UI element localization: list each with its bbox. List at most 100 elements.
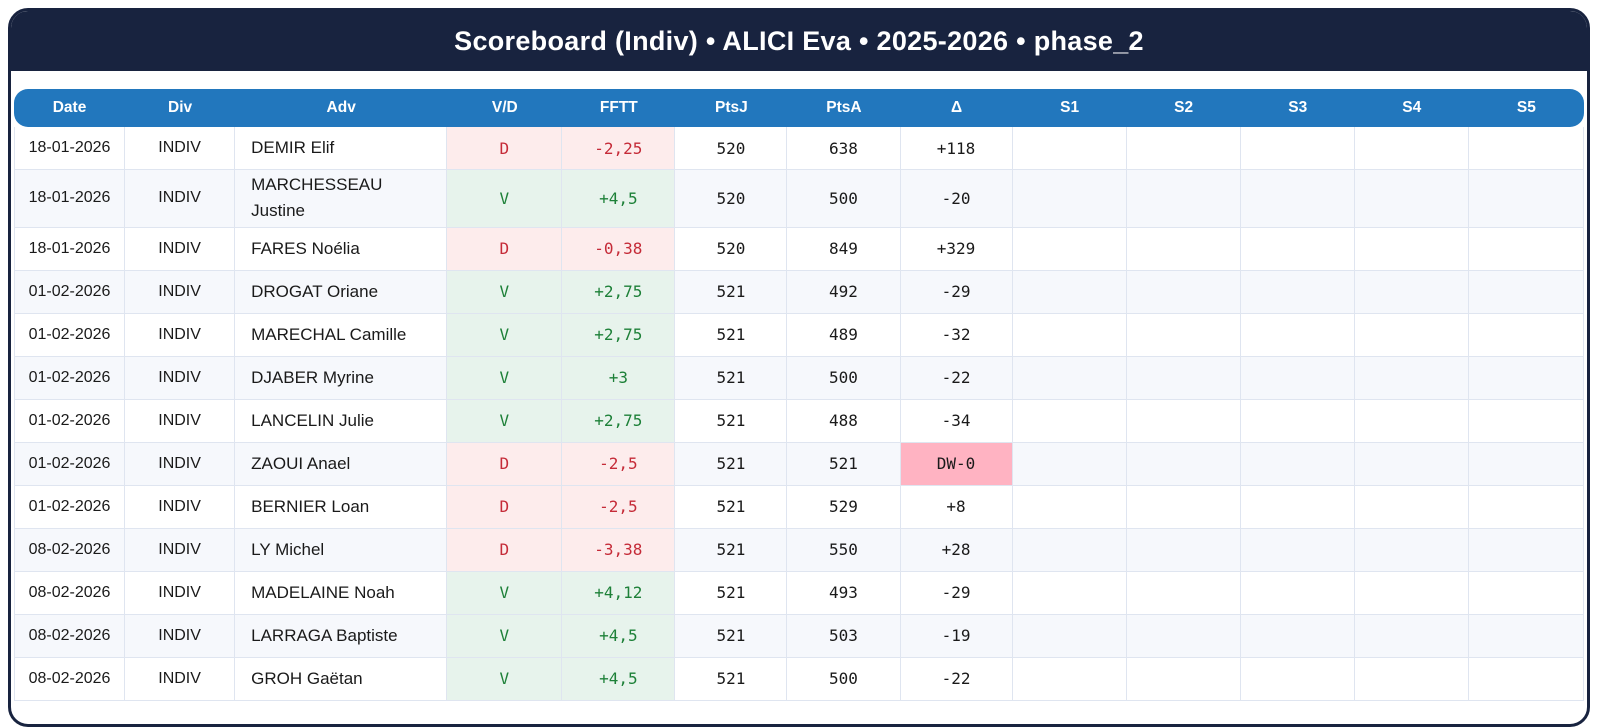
set-2-cell [1126, 399, 1241, 443]
delta-cell: DW-0 [900, 442, 1013, 486]
opponent-points-cell: 638 [787, 127, 901, 170]
player-points-cell: 521 [675, 270, 788, 314]
division-cell: INDIV [125, 485, 236, 529]
fftt-points-cell: +4,5 [562, 614, 676, 658]
division-cell: INDIV [125, 313, 236, 357]
opponent-cell: MADELAINE Noah [235, 571, 448, 615]
date-cell: 08-02-2026 [14, 614, 126, 658]
table-row: 08-02-2026 INDIV LY Michel D -3,38 521 550 +28 [14, 528, 1584, 572]
set-1-cell [1012, 313, 1127, 357]
set-4-cell [1354, 170, 1469, 228]
date-cell: 01-02-2026 [14, 485, 126, 529]
set-1-cell [1012, 170, 1127, 228]
opponent-cell: BERNIER Loan [235, 485, 448, 529]
scoreboard-card: Scoreboard (Indiv) • ALICI Eva • 2025-20… [8, 8, 1590, 727]
opponent-cell: GROH Gaëtan [235, 657, 448, 701]
date-cell: 18-01-2026 [14, 127, 126, 170]
division-cell: INDIV [125, 356, 236, 400]
division-cell: INDIV [125, 657, 236, 701]
set-3-cell [1240, 227, 1355, 271]
date-cell: 01-02-2026 [14, 313, 126, 357]
set-3-cell [1240, 657, 1355, 701]
table-header: Date Div Adv V/D FFTT PtsJ PtsA Δ S1 S2 S3 S4 S5 [14, 89, 1584, 127]
set-5-cell [1468, 313, 1584, 357]
division-cell: INDIV [125, 571, 236, 615]
date-cell: 01-02-2026 [14, 356, 126, 400]
opponent-cell: FARES Noélia [235, 227, 448, 271]
set-4-cell [1354, 485, 1469, 529]
set-4-cell [1354, 227, 1469, 271]
set-3-cell [1240, 614, 1355, 658]
opponent-points-cell: 493 [787, 571, 901, 615]
fftt-points-cell: +2,75 [562, 399, 676, 443]
column-header-ptsj: PtsJ [675, 89, 788, 127]
fftt-points-cell: +2,75 [562, 270, 676, 314]
scoreboard-table: Date Div Adv V/D FFTT PtsJ PtsA Δ S1 S2 S3 S4 S5 18-… [14, 89, 1584, 701]
result-cell: D [447, 127, 563, 170]
opponent-cell: DROGAT Oriane [235, 270, 448, 314]
set-1-cell [1012, 657, 1127, 701]
set-5-cell [1468, 227, 1584, 271]
opponent-cell: DJABER Myrine [235, 356, 448, 400]
set-5-cell [1468, 485, 1584, 529]
opponent-points-cell: 492 [787, 270, 901, 314]
table-row: 01-02-2026 INDIV DJABER Myrine V +3 521 500 -22 [14, 356, 1584, 400]
player-points-cell: 521 [675, 313, 788, 357]
player-points-cell: 521 [675, 399, 788, 443]
fftt-points-cell: -0,38 [562, 227, 676, 271]
date-cell: 01-02-2026 [14, 442, 126, 486]
opponent-cell: MARECHAL Camille [235, 313, 448, 357]
fftt-points-cell: +2,75 [562, 313, 676, 357]
table-row: 08-02-2026 INDIV MADELAINE Noah V +4,12 521 49… [14, 571, 1584, 615]
set-5-cell [1468, 614, 1584, 658]
set-3-cell [1240, 170, 1355, 228]
set-1-cell [1012, 127, 1127, 170]
opponent-points-cell: 849 [787, 227, 901, 271]
set-1-cell [1012, 270, 1127, 314]
player-points-cell: 521 [675, 657, 788, 701]
title-bar: Scoreboard (Indiv) • ALICI Eva • 2025-20… [11, 11, 1587, 71]
delta-cell: -29 [900, 571, 1013, 615]
column-header-s5: S5 [1468, 89, 1584, 127]
table-container: Date Div Adv V/D FFTT PtsJ PtsA Δ S1 S2 S3 S4 S5 18-… [11, 71, 1587, 701]
set-5-cell [1468, 571, 1584, 615]
set-4-cell [1354, 614, 1469, 658]
set-3-cell [1240, 399, 1355, 443]
set-2-cell [1126, 442, 1241, 486]
opponent-points-cell: 500 [787, 170, 901, 228]
date-cell: 01-02-2026 [14, 399, 126, 443]
division-cell: INDIV [125, 170, 236, 228]
division-cell: INDIV [125, 442, 236, 486]
delta-cell: -32 [900, 313, 1013, 357]
set-2-cell [1126, 270, 1241, 314]
player-points-cell: 521 [675, 571, 788, 615]
set-1-cell [1012, 442, 1127, 486]
set-1-cell [1012, 399, 1127, 443]
fftt-points-cell: -3,38 [562, 528, 676, 572]
table-row: 01-02-2026 INDIV LANCELIN Julie V +2,75 521 48… [14, 399, 1584, 443]
opponent-points-cell: 521 [787, 442, 901, 486]
opponent-cell: MARCHESSEAU Justine [235, 170, 448, 228]
set-1-cell [1012, 614, 1127, 658]
set-5-cell [1468, 657, 1584, 701]
column-header-s2: S2 [1126, 89, 1241, 127]
opponent-cell: LY Michel [235, 528, 448, 572]
delta-cell: -22 [900, 657, 1013, 701]
set-4-cell [1354, 399, 1469, 443]
division-cell: INDIV [125, 528, 236, 572]
result-cell: D [447, 442, 563, 486]
set-1-cell [1012, 485, 1127, 529]
delta-cell: +118 [900, 127, 1013, 170]
table-row: 08-02-2026 INDIV LARRAGA Baptiste V +4,5 521 5… [14, 614, 1584, 658]
result-cell: D [447, 528, 563, 572]
result-cell: D [447, 227, 563, 271]
column-header-adv: Adv [235, 89, 448, 127]
set-4-cell [1354, 528, 1469, 572]
set-3-cell [1240, 571, 1355, 615]
fftt-points-cell: -2,25 [562, 127, 676, 170]
opponent-cell: LANCELIN Julie [235, 399, 448, 443]
set-1-cell [1012, 227, 1127, 271]
table-row: 01-02-2026 INDIV BERNIER Loan D -2,5 521 529 +8 [14, 485, 1584, 529]
player-points-cell: 520 [675, 127, 788, 170]
table-body: 18-01-2026 INDIV DEMIR Elif D -2,25 520 638 +11… [14, 127, 1584, 701]
